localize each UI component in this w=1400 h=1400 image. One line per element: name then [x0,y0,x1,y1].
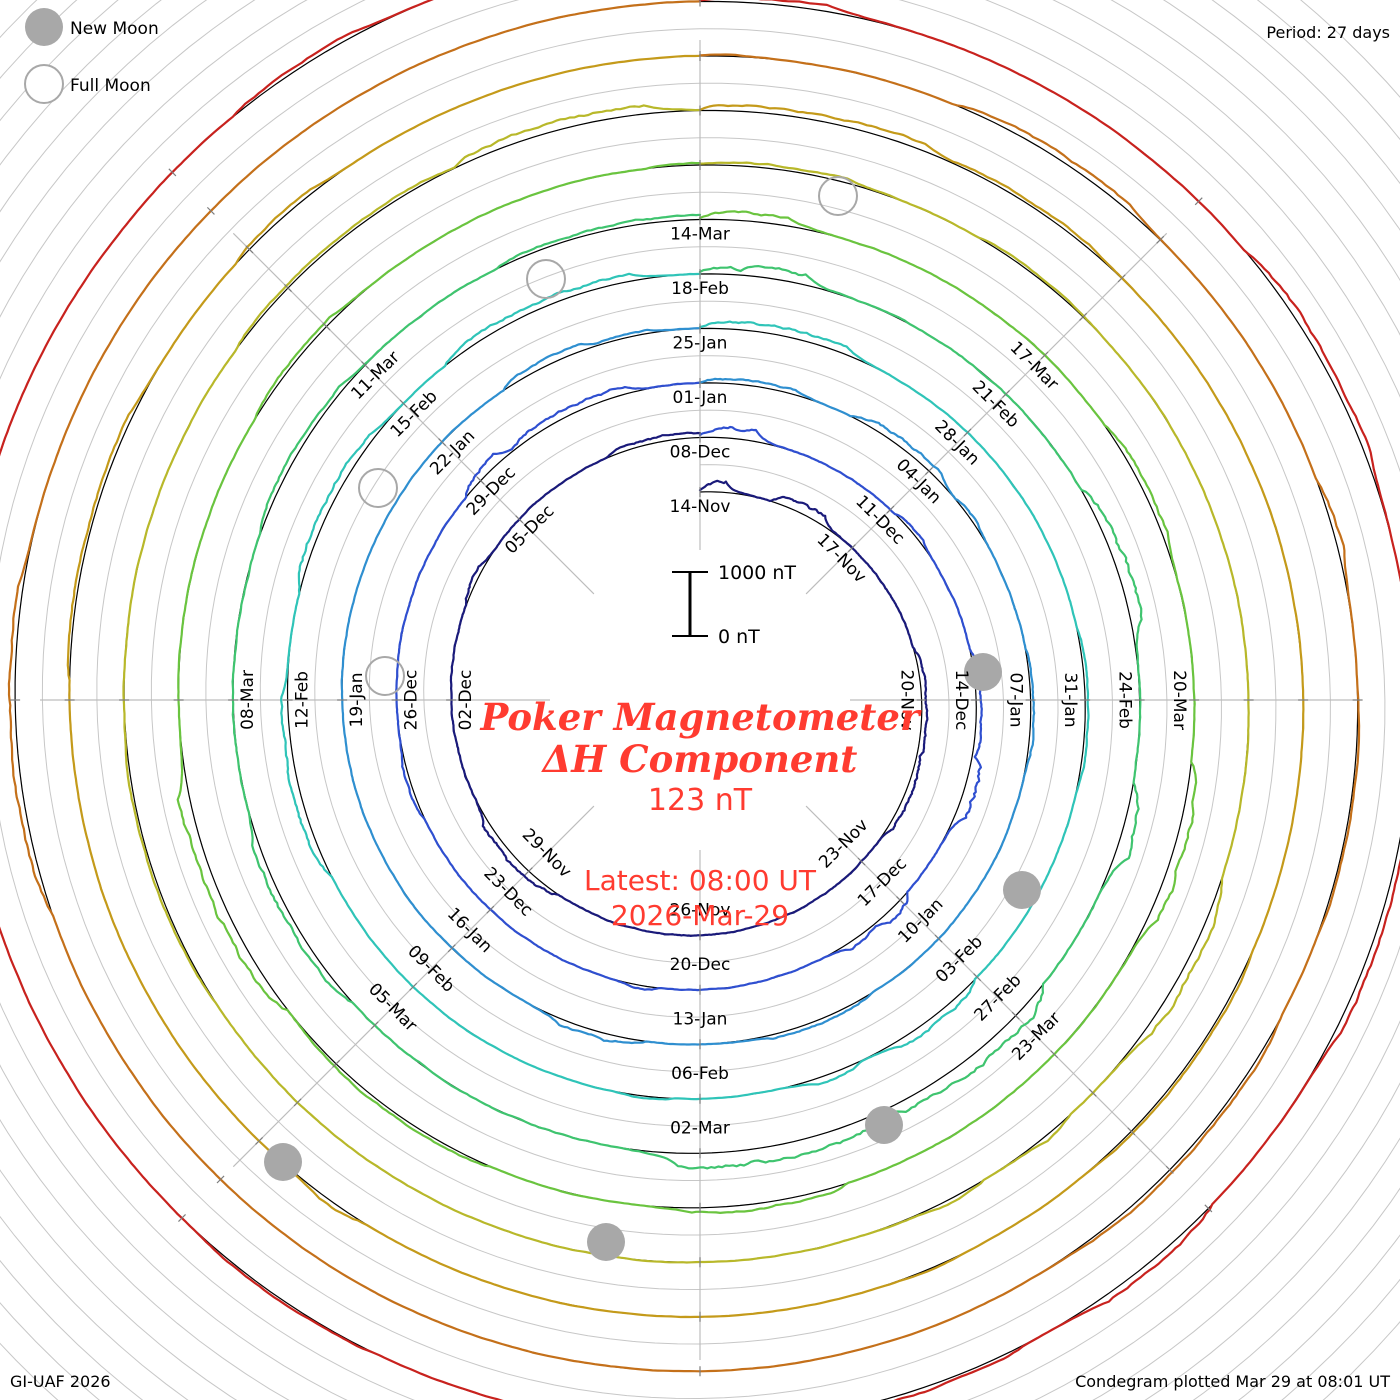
date-label: 14-Dec [951,670,971,731]
radial-gridlines [40,40,1360,1360]
legend-label-full-moon: Full Moon [70,76,151,96]
track-baseline-5 [178,164,1195,1209]
date-label: 26-Nov [670,900,731,920]
full-moon-marker [358,468,398,508]
data-trace-8 [7,0,1361,1373]
new-moon-marker [865,1106,903,1144]
date-label: 13-Jan [673,1009,728,1029]
moon-markers [264,176,1041,1261]
latest-time: Latest: 08:00 UT [584,864,817,897]
legend-label-new-moon: New Moon [70,19,159,39]
track-baseline-2 [341,327,1032,1046]
full-moon-icon [24,64,64,104]
date-label: 25-Jan [673,334,728,354]
data-trace-5 [176,161,1198,1214]
date-label: 20-Dec [670,955,731,975]
date-label: 08-Mar [238,670,258,730]
page-title-line2: ΔH Component [541,737,858,781]
date-label: 18-Feb [671,279,729,299]
date-labels: 14-Nov17-Nov20-Nov23-Nov26-Nov29-Nov02-D… [238,225,1189,1139]
scale-bottom-label: 0 nT [718,626,760,648]
full-moon-marker [818,176,858,216]
latest-date: 2026-Mar-29 [611,899,789,932]
date-label: 14-Nov [670,497,731,517]
date-label: 19-Jan [347,673,367,728]
date-label: 08-Dec [670,443,731,463]
date-label: 20-Nov [897,670,917,731]
new-moon-marker [264,1143,302,1181]
moon-legend: New Moon Full Moon [24,8,159,104]
plotted-label: Condegram plotted Mar 29 at 08:01 UT [1075,1372,1390,1391]
date-label: 12-Feb [293,671,313,729]
date-label: 20-Mar [1169,670,1189,730]
date-label: 06-Feb [671,1064,729,1084]
current-value: 123 nT [648,783,753,818]
scale-top-label: 1000 nT [718,562,796,584]
date-label: 14-Mar [670,225,730,245]
full-moon-marker [526,259,566,299]
date-label: 26-Dec [402,670,422,731]
date-label: 02-Dec [456,670,476,731]
new-moon-icon [25,8,63,46]
new-moon-marker [587,1223,625,1261]
date-label: 02-Mar [670,1118,730,1138]
period-label: Period: 27 days [1266,23,1390,42]
data-trace-4 [231,213,1143,1170]
center-title-block: Poker Magnetometer ΔH Component 123 nT L… [480,695,922,932]
date-label: 07-Jan [1006,673,1026,728]
copyright-label: GI-UAF 2026 [10,1372,111,1391]
date-label: 01-Jan [673,388,728,408]
date-label: 31-Jan [1060,673,1080,728]
date-label: 24-Feb [1115,671,1135,729]
page-title-line1: Poker Magnetometer [480,695,922,739]
track-baseline-8 [14,0,1359,1372]
full-moon-marker [365,656,405,696]
new-moon-marker [1003,871,1041,909]
new-moon-marker [964,653,1002,691]
scale-bar: 1000 nT 0 nT [672,562,796,648]
